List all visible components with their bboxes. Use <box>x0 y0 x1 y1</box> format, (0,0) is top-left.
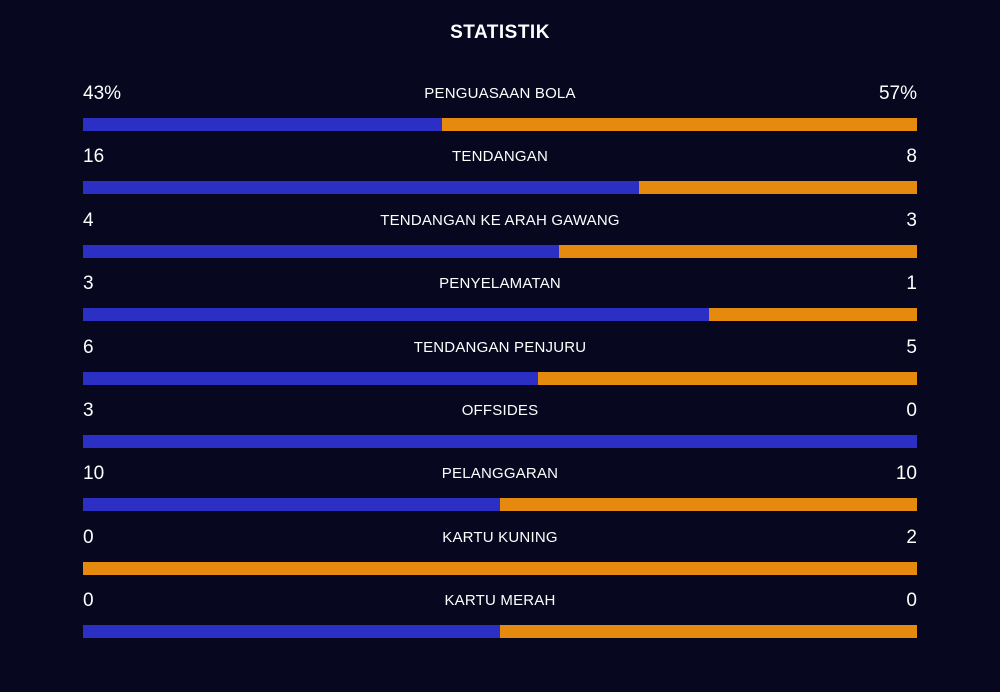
home-bar-segment <box>83 118 442 131</box>
stat-label: KARTU KUNING <box>442 528 558 546</box>
stat-row-saves: 3 PENYELAMATAN 1 <box>83 270 917 333</box>
stat-bar <box>83 308 917 322</box>
stat-label: KARTU MERAH <box>444 592 556 610</box>
home-value: 43% <box>83 83 122 104</box>
stat-bar <box>83 371 917 385</box>
stat-bar <box>83 118 917 131</box>
home-bar-segment <box>83 371 538 385</box>
away-bar-segment <box>559 244 917 258</box>
stat-row-shots-on-target: 4 TENDANGAN KE ARAH GAWANG 3 <box>83 207 917 270</box>
stat-bar <box>83 561 917 575</box>
home-value: 3 <box>83 273 94 295</box>
stat-row-corners: 6 TENDANGAN PENJURU 5 <box>83 334 917 397</box>
home-bar-segment <box>83 244 560 258</box>
away-value: 0 <box>906 590 917 612</box>
away-bar-segment <box>708 308 917 322</box>
stats-list: 43% PENGUASAAN BOLA 57% 16 TENDANGAN 8 4… <box>83 80 917 651</box>
away-value: 0 <box>906 399 917 421</box>
stat-row-shots: 16 TENDANGAN 8 <box>83 143 917 206</box>
home-bar-segment <box>83 625 500 639</box>
away-value: 8 <box>906 146 917 168</box>
away-bar-segment <box>500 498 917 512</box>
away-value: 10 <box>895 463 917 485</box>
stat-label: PENGUASAAN BOLA <box>424 85 576 102</box>
home-value: 6 <box>83 336 94 358</box>
away-value: 3 <box>906 209 917 231</box>
stat-row-fouls: 10 PELANGGARAN 10 <box>83 460 917 523</box>
away-value: 1 <box>906 273 917 295</box>
stat-row-yellow-cards: 0 KARTU KUNING 2 <box>83 524 917 587</box>
stat-bar <box>83 625 917 639</box>
stat-bar <box>83 244 917 258</box>
home-value: 0 <box>83 590 94 612</box>
home-bar-segment <box>83 434 917 448</box>
away-bar-segment <box>441 118 917 131</box>
away-bar-segment <box>639 181 917 195</box>
away-bar-segment <box>83 561 917 575</box>
stat-label: PELANGGARAN <box>441 465 559 483</box>
home-value: 10 <box>83 463 105 485</box>
stat-bar <box>83 434 917 448</box>
away-value: 2 <box>906 526 917 548</box>
stat-row-offsides: 3 OFFSIDES 0 <box>83 397 917 460</box>
home-bar-segment <box>83 498 500 512</box>
stat-label: OFFSIDES <box>461 401 539 419</box>
home-value: 16 <box>83 146 105 168</box>
home-value: 4 <box>83 209 94 231</box>
stats-title: STATISTIK <box>450 22 550 43</box>
home-bar-segment <box>83 181 640 195</box>
away-bar-segment <box>500 625 917 639</box>
stat-label: TENDANGAN <box>452 148 548 166</box>
stat-label: TENDANGAN KE ARAH GAWANG <box>380 211 620 229</box>
away-value: 5 <box>906 336 917 358</box>
stat-label: TENDANGAN PENJURU <box>413 338 587 356</box>
away-value: 57% <box>878 83 917 104</box>
away-bar-segment <box>537 371 917 385</box>
stat-bar <box>83 498 917 512</box>
stat-row-red-cards: 0 KARTU MERAH 0 <box>83 587 917 650</box>
stat-label: PENYELAMATAN <box>439 275 561 293</box>
home-value: 3 <box>83 399 94 421</box>
stat-bar <box>83 181 917 195</box>
home-value: 0 <box>83 526 94 548</box>
stat-row-possession: 43% PENGUASAAN BOLA 57% <box>83 80 917 143</box>
home-bar-segment <box>83 308 709 322</box>
